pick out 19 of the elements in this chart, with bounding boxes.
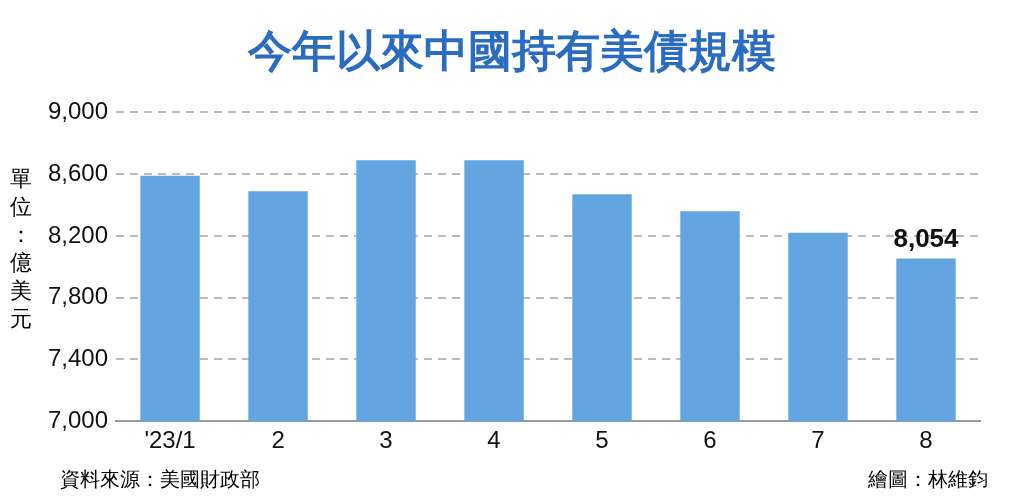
x-tick-label: 2 [271,426,285,454]
y-tick-label: 7,800 [48,282,109,310]
y-tick-label: 9,000 [48,97,109,125]
x-tick-label: 7 [811,426,825,454]
y-axis-title: 單位：億美元 [9,165,33,333]
x-tick-label: 3 [379,426,393,454]
text: 繪圖：林維鈞 [868,466,988,493]
x-tick-label: 8 [919,426,933,454]
y-tick-label: 8,200 [48,220,109,248]
chart-title: 今年以來中國持有美債規模 [246,24,777,78]
x-tick-label: '23/1 [144,426,196,454]
y-tick-label: 7,000 [48,405,109,433]
x-tick-label: 5 [595,426,609,454]
source-note: 資料來源：美國財政部 [60,466,260,493]
y-tick-label: 8,600 [48,158,109,186]
data-label: 8,054 [893,222,960,253]
x-tick-label: 4 [487,426,501,454]
y-tick-label: 7,400 [48,344,109,372]
x-tick-label: 6 [703,426,717,454]
